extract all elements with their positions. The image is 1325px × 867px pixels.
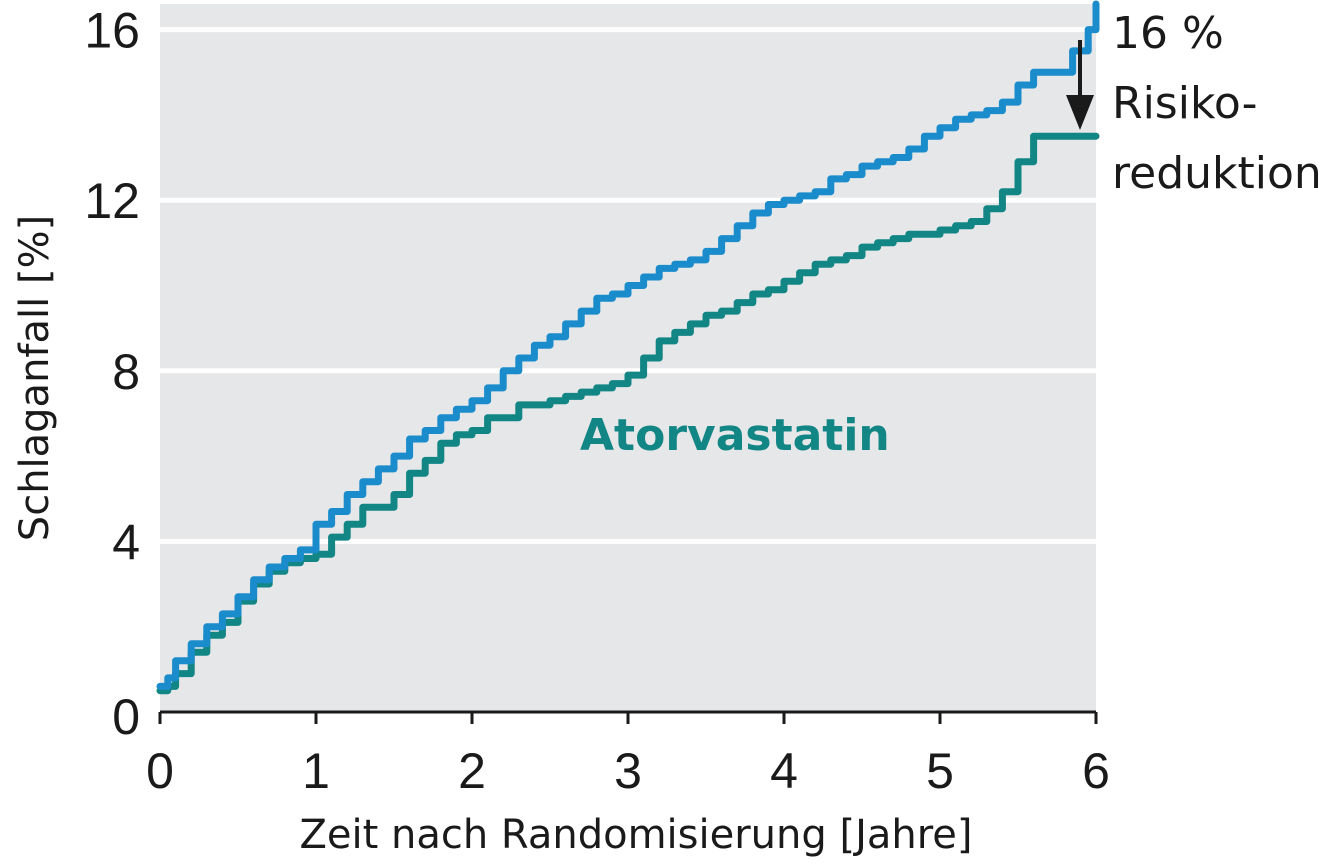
series-line-blue	[156, 0, 1100, 690]
y-tick-label: 8	[112, 344, 140, 400]
y-axis-label: Schlaganfall [%]	[12, 215, 58, 541]
risk-reduction-arrow	[1066, 40, 1094, 130]
series-lines	[156, 0, 1100, 695]
x-tick-label: 6	[1082, 743, 1110, 799]
arrow-head-icon	[1066, 95, 1094, 130]
x-tick-label: 0	[146, 743, 174, 799]
series-line-teal	[156, 132, 1100, 695]
x-tick-label: 2	[458, 743, 486, 799]
series-label-atorvastatin: Atorvastatin	[580, 410, 890, 461]
x-tick-label: 4	[770, 743, 798, 799]
x-axis-ticks: 0 1 2 3 4 5 6	[146, 712, 1110, 799]
y-axis-ticks: 0 4 8 12 16	[84, 3, 140, 745]
y-tick-label: 12	[84, 173, 140, 229]
x-tick-label: 1	[302, 743, 330, 799]
y-tick-label: 4	[112, 514, 140, 570]
plot-background	[160, 4, 1096, 712]
x-tick-label: 5	[926, 743, 954, 799]
y-tick-label: 16	[84, 3, 140, 59]
grid-lines	[160, 27, 1096, 544]
x-axis-label: Zeit nach Randomisierung [Jahre]	[299, 812, 972, 858]
x-tick-label: 3	[614, 743, 642, 799]
risk-reduction-percent: 16 %	[1112, 8, 1224, 59]
risk-reduction-label-line2: reduktion	[1112, 148, 1322, 199]
y-tick-label: 0	[112, 689, 140, 745]
risk-reduction-label-line1: Risiko-	[1112, 78, 1257, 129]
